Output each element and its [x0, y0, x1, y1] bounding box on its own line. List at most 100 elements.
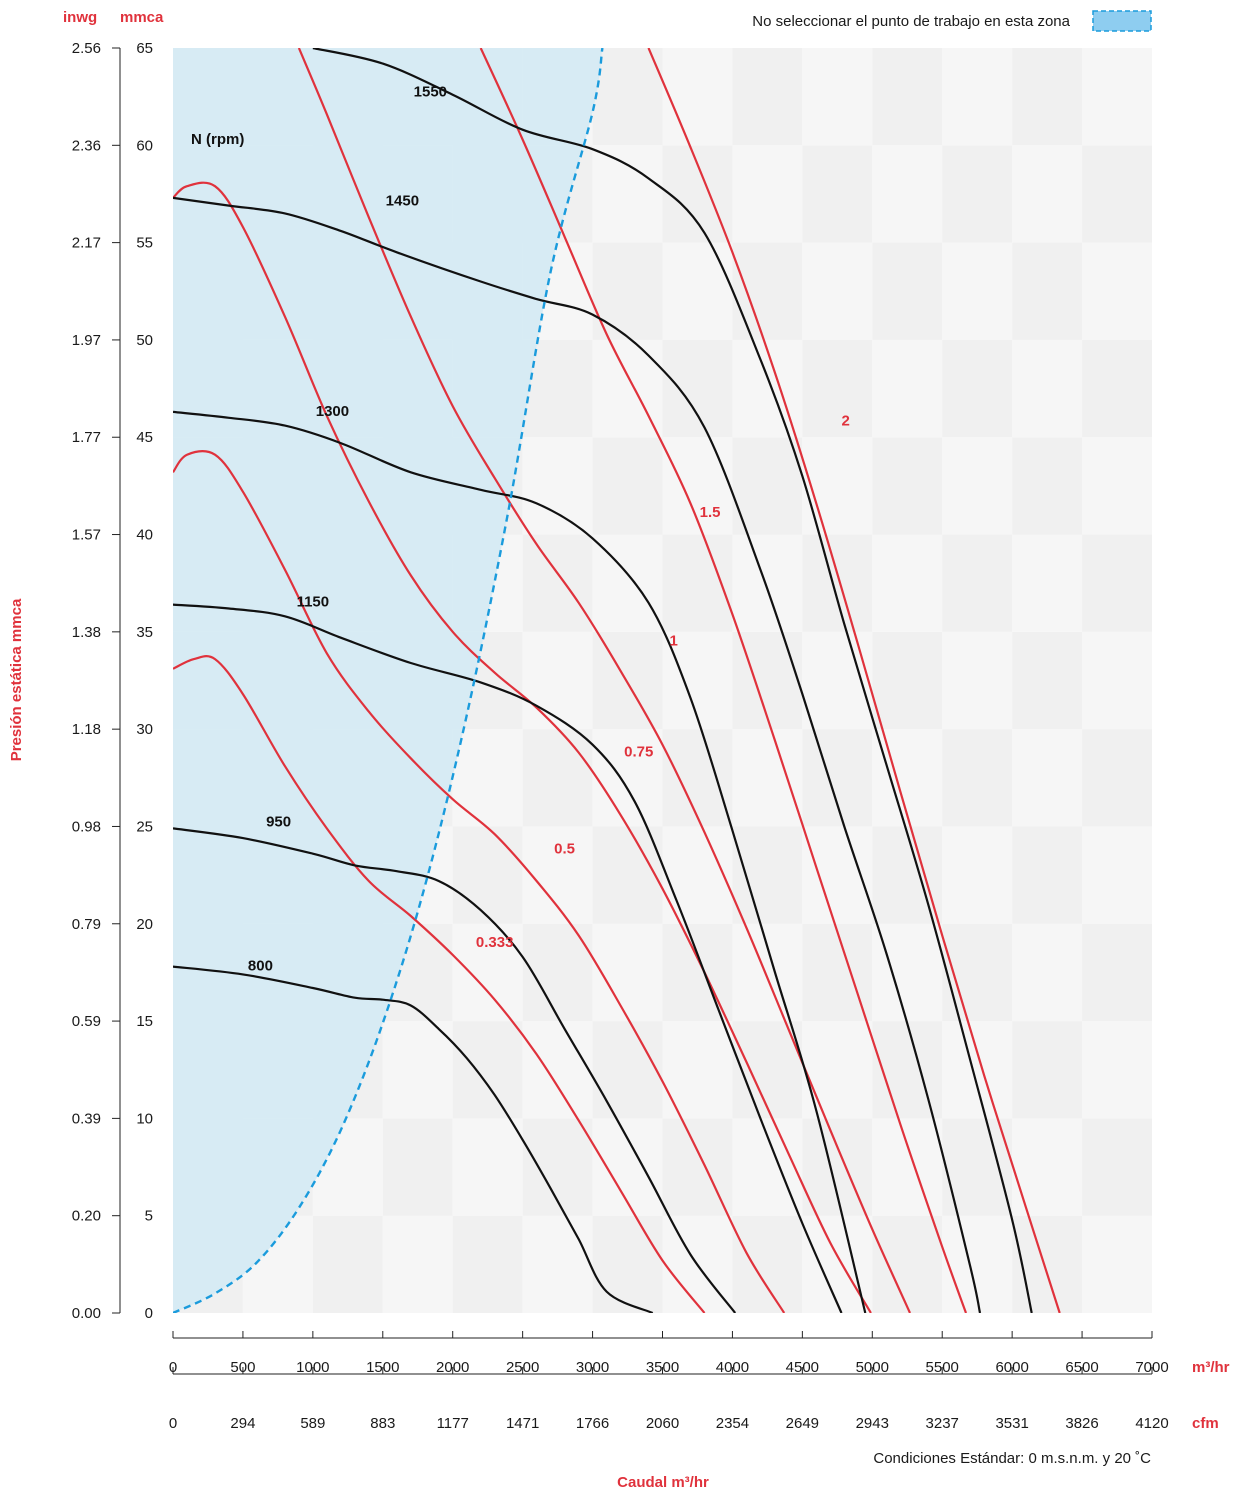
power-curve-label: 0.5	[554, 841, 575, 858]
background-band-cell	[732, 242, 803, 340]
mmca-tick-label: 5	[145, 1208, 153, 1225]
mmca-unit-label: mmca	[120, 9, 164, 26]
curve-labels: 0.333 0.5 0.75 1 1.5 2 800 950 1150 1300 1450 1550	[248, 84, 850, 975]
background-band-cell	[802, 48, 873, 146]
background-band-cell	[1082, 631, 1152, 730]
no-select-zone-fill	[173, 48, 603, 1313]
cfm-tick-label: 1177	[437, 1415, 469, 1432]
background-band-cell	[1082, 48, 1152, 146]
background-band-cell	[1082, 729, 1152, 827]
power-curves	[173, 48, 1061, 1313]
background-band-cell	[592, 923, 663, 1022]
background-band-cell	[382, 1118, 453, 1216]
legend-swatch	[1092, 10, 1152, 32]
inwg-tick-label: 0.79	[72, 916, 101, 933]
rpm-curve-label: 1300	[316, 403, 349, 420]
mmca-tick-label: 15	[136, 1013, 153, 1030]
background-band-cell	[1082, 923, 1152, 1022]
mmca-tick-label: 45	[136, 429, 153, 446]
power-curve-label: 2	[842, 413, 850, 430]
power-curve-1.5	[479, 48, 968, 1313]
rpm-curve-1550	[312, 48, 1033, 1313]
background-band-cell	[1012, 534, 1083, 632]
power-curve-2	[647, 48, 1061, 1313]
background-band-cell	[802, 826, 873, 924]
power-curve-label: 0.333	[476, 934, 514, 951]
background-band-cell	[872, 826, 943, 924]
background-band-cell	[732, 923, 803, 1022]
inwg-tick-label: 0.00	[72, 1305, 101, 1322]
inwg-tick-label: 1.18	[72, 721, 101, 738]
m3hr-tick-label: 1000	[296, 1359, 329, 1376]
y-axis-title: Presión estática mmca	[8, 598, 25, 761]
background-band-cell	[872, 242, 943, 340]
background-band-cell	[1012, 48, 1083, 146]
rpm-curve-label: 1550	[414, 84, 447, 101]
background-band-cell	[872, 48, 943, 146]
mmca-tick-label: 30	[136, 721, 153, 738]
background-band-cell	[732, 1215, 803, 1313]
background-band-cell	[872, 631, 943, 730]
power-curve-0.333	[173, 655, 706, 1313]
rpm-curve-800	[173, 965, 654, 1313]
background-band-cell	[592, 631, 663, 730]
m3hr-tick-label: 7000	[1135, 1359, 1168, 1376]
cfm-tick-label: 589	[300, 1415, 325, 1432]
background-band-cell	[522, 729, 593, 827]
background-band-cell	[942, 48, 1013, 146]
background-band-cell	[1082, 1021, 1152, 1119]
background-band-cell	[1012, 923, 1083, 1022]
cfm-tick-label: 2060	[646, 1415, 679, 1432]
m3hr-tick-label: 500	[230, 1359, 255, 1376]
background-band-cell	[732, 826, 803, 924]
m3hr-tick-label: 6500	[1065, 1359, 1098, 1376]
background-band-cell	[1012, 631, 1083, 730]
zone-boundary	[173, 48, 604, 1313]
no-select-zone	[173, 48, 603, 1313]
background-band-cell	[802, 1118, 873, 1216]
background-band-cell	[1012, 1021, 1083, 1119]
cfm-tick-label: 294	[230, 1415, 255, 1432]
cfm-tick-label: 3531	[995, 1415, 1028, 1432]
background-band-cell	[942, 437, 1013, 535]
background-band-cell	[1012, 339, 1083, 438]
background-band-cell	[522, 437, 593, 535]
background-band-cell	[662, 631, 733, 730]
background-band-cell	[592, 1021, 663, 1119]
background-band-cell	[592, 242, 663, 340]
mmca-tick-label: 0	[145, 1305, 153, 1322]
x-axis-title: Caudal m³/hr	[617, 1474, 709, 1491]
inwg-tick-label: 0.20	[72, 1208, 101, 1225]
m3hr-tick-label: 5500	[926, 1359, 959, 1376]
m3hr-unit-label: m³/hr	[1192, 1359, 1230, 1376]
rpm-curve-950	[173, 827, 737, 1313]
m3hr-tick-label: 0	[169, 1359, 177, 1376]
background-band-cell	[592, 534, 663, 632]
m3hr-tick-label: 2500	[506, 1359, 539, 1376]
background-band-cell	[662, 339, 733, 438]
background-band-cell	[802, 1021, 873, 1119]
background-band-cell	[452, 826, 523, 924]
background-band-cell	[802, 534, 873, 632]
background-band-cell	[1012, 1215, 1083, 1313]
inwg-tick-label: 1.38	[72, 624, 101, 641]
background-band-cell	[942, 1021, 1013, 1119]
background-band-cell	[942, 242, 1013, 340]
background-band-cell	[1082, 437, 1152, 535]
inwg-tick-label: 2.17	[72, 235, 101, 252]
background-band-cell	[942, 145, 1013, 243]
m3hr-tick-label: 4000	[716, 1359, 749, 1376]
background-band-cell	[872, 923, 943, 1022]
cfm-tick-label: 1766	[576, 1415, 609, 1432]
zone-boundary-line	[173, 48, 604, 1313]
power-curve-label: 1.5	[700, 504, 721, 521]
background-band-cell	[1082, 242, 1152, 340]
background-band-cell	[522, 1215, 593, 1313]
background-band-cell	[662, 48, 733, 146]
background-band-cell	[872, 339, 943, 438]
background-band-cell	[1082, 826, 1152, 924]
background-band-cell	[522, 631, 593, 730]
mmca-tick-label: 60	[136, 137, 153, 154]
background-band-cell	[592, 1118, 663, 1216]
